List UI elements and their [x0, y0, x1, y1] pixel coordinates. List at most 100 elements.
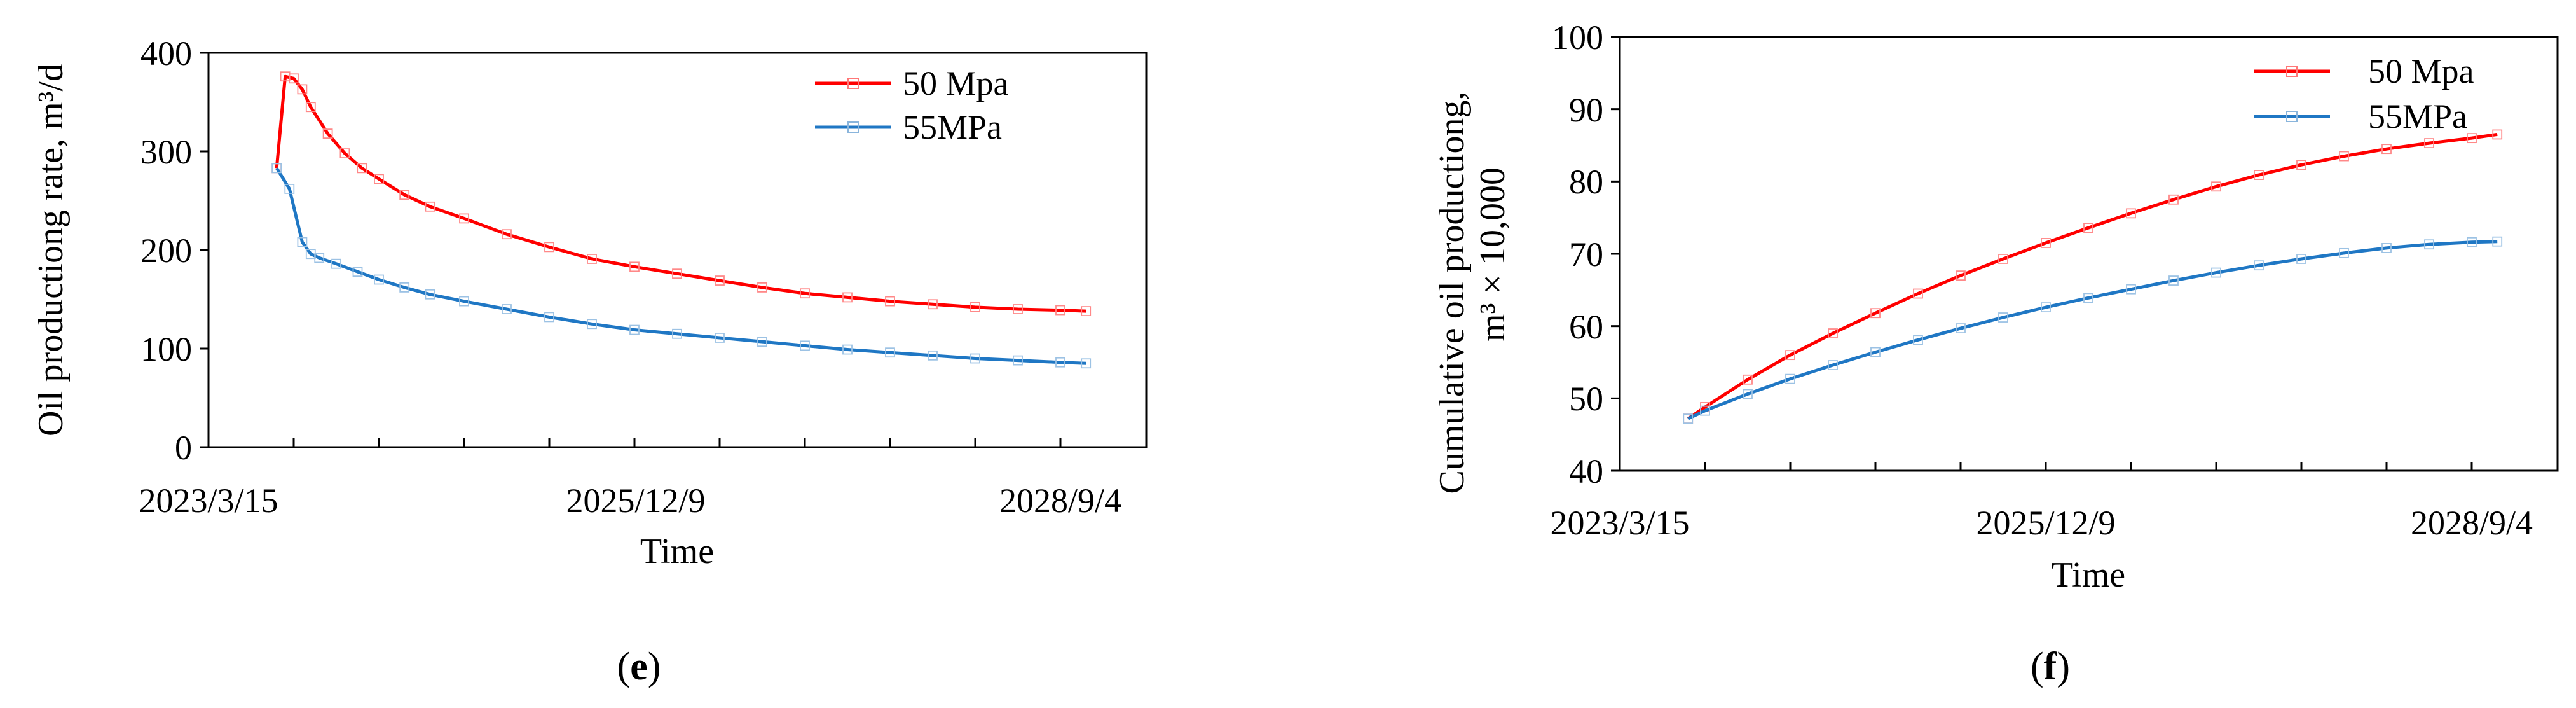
data-point-55mpa-e: [715, 333, 725, 343]
series-line-55mpa-f: [1687, 240, 2498, 420]
data-point-50mpa-e: [374, 174, 384, 184]
data-point-55mpa-f: [1998, 312, 2008, 323]
data-point-55mpa-f: [1700, 405, 1710, 416]
legend-f: 50 Mpa 55MPa: [2254, 52, 2474, 135]
data-point-50mpa-f: [1913, 288, 1923, 299]
data-point-50mpa-f: [1828, 328, 1838, 338]
legend-marker-55mpa-e: [847, 121, 859, 133]
y-axis-title-line2-f: m³ × 10,000: [1473, 167, 1512, 342]
data-point-55mpa-e: [331, 258, 341, 269]
data-point-50mpa-e: [1081, 306, 1092, 317]
data-point-55mpa-e: [672, 328, 682, 339]
legend-marker-55mpa-f: [2286, 111, 2298, 122]
data-point-50mpa-e: [842, 292, 853, 303]
data-point-50mpa-e: [629, 261, 640, 272]
data-point-55mpa-f: [2041, 302, 2051, 313]
y-tick-label-e: 200: [140, 232, 192, 270]
data-point-50mpa-e: [399, 190, 410, 200]
data-point-50mpa-e: [800, 288, 810, 299]
data-point-50mpa-f: [1785, 350, 1795, 361]
series-group-f: [1683, 129, 2503, 424]
data-point-50mpa-e: [502, 229, 512, 240]
data-point-50mpa-e: [928, 299, 938, 310]
data-point-50mpa-e: [322, 128, 333, 139]
x-axis-ticks-f: [1619, 462, 2473, 471]
data-point-50mpa-e: [715, 275, 725, 286]
data-point-55mpa-e: [885, 347, 895, 358]
panel-label-e: (e): [617, 645, 661, 688]
data-point-55mpa-f: [2339, 247, 2349, 258]
legend-marker-50mpa-e: [847, 78, 859, 89]
data-point-55mpa-f: [2467, 237, 2477, 247]
y-axis-ticks-f: [1611, 36, 1620, 472]
data-point-55mpa-e: [352, 267, 363, 277]
legend-label-55mpa-f: 55MPa: [2368, 97, 2467, 135]
panel-letter-e: e: [630, 645, 648, 688]
chart-f: 40 50 60 70 80 90 100 2023/3/15 2025/12/…: [1432, 18, 2559, 688]
data-point-50mpa-e: [885, 296, 895, 307]
data-point-50mpa-f: [2467, 133, 2477, 144]
data-point-55mpa-f: [1785, 373, 1795, 384]
data-point-50mpa-f: [1998, 254, 2008, 264]
x-axis-title-e: Time: [640, 532, 714, 571]
legend-e: 50 Mpa 55MPa: [815, 64, 1009, 146]
data-point-55mpa-f: [2168, 275, 2179, 286]
data-point-55mpa-f: [1683, 413, 1694, 424]
y-tick-label-e: 100: [140, 330, 192, 368]
legend-marker-50mpa-f: [2286, 66, 2298, 77]
data-point-55mpa-f: [1743, 389, 1753, 399]
data-point-50mpa-f: [2339, 151, 2349, 162]
data-point-55mpa-f: [1913, 335, 1923, 345]
data-point-55mpa-f: [2424, 239, 2434, 250]
legend-label-50mpa-f: 50 Mpa: [2368, 52, 2474, 90]
data-point-50mpa-f: [2041, 238, 2051, 248]
data-point-55mpa-e: [502, 304, 512, 314]
y-tick-label-f: 50: [1569, 380, 1603, 418]
data-point-50mpa-f: [2083, 223, 2093, 233]
x-axis-title-f: Time: [2052, 555, 2125, 595]
x-tick-label-e: 2023/3/15: [139, 482, 278, 520]
data-point-50mpa-e: [970, 302, 980, 312]
data-point-55mpa-f: [2381, 243, 2392, 253]
data-point-55mpa-f: [1956, 323, 1966, 333]
y-tick-label-f: 70: [1569, 235, 1603, 274]
data-point-55mpa-f: [2126, 284, 2136, 295]
data-point-50mpa-e: [1055, 305, 1065, 316]
data-point-55mpa-e: [757, 337, 767, 347]
data-point-50mpa-f: [2296, 160, 2306, 170]
x-tick-label-f: 2025/12/9: [1976, 504, 2115, 542]
data-point-55mpa-e: [970, 353, 980, 364]
data-point-50mpa-e: [544, 242, 554, 253]
data-point-55mpa-e: [271, 163, 282, 174]
data-point-55mpa-f: [2492, 236, 2503, 247]
data-point-55mpa-f: [2254, 260, 2264, 271]
y-tick-label-f: 40: [1569, 452, 1603, 490]
data-point-50mpa-f: [2126, 208, 2136, 219]
data-point-55mpa-e: [1081, 358, 1092, 369]
data-point-50mpa-e: [297, 84, 308, 95]
panel-label-f: (f): [2031, 645, 2070, 688]
y-tick-label-e: 300: [140, 133, 192, 171]
data-point-55mpa-e: [399, 282, 410, 293]
data-point-50mpa-e: [305, 102, 316, 113]
series-line-50mpa-f: [1687, 132, 2498, 420]
data-point-55mpa-e: [314, 253, 325, 263]
y-tick-label-e: 400: [140, 34, 192, 73]
data-point-50mpa-e: [339, 148, 350, 159]
data-point-55mpa-e: [297, 237, 308, 247]
data-point-50mpa-e: [289, 73, 299, 84]
y-axis-title-line1-f: Cumulative oil productiong,: [1432, 91, 1472, 494]
data-point-55mpa-e: [1013, 355, 1023, 366]
x-axis-ticks-e: [207, 438, 1062, 447]
data-point-55mpa-e: [587, 319, 597, 330]
data-point-50mpa-f: [2254, 170, 2264, 181]
data-point-50mpa-e: [357, 163, 367, 174]
data-point-55mpa-f: [1828, 360, 1838, 370]
x-tick-label-f: 2028/9/4: [2411, 504, 2533, 542]
series-line-55mpa-e: [275, 167, 1086, 365]
data-point-55mpa-e: [425, 289, 435, 300]
data-point-50mpa-e: [587, 254, 597, 264]
data-point-55mpa-e: [459, 296, 469, 307]
data-point-55mpa-e: [800, 340, 810, 351]
